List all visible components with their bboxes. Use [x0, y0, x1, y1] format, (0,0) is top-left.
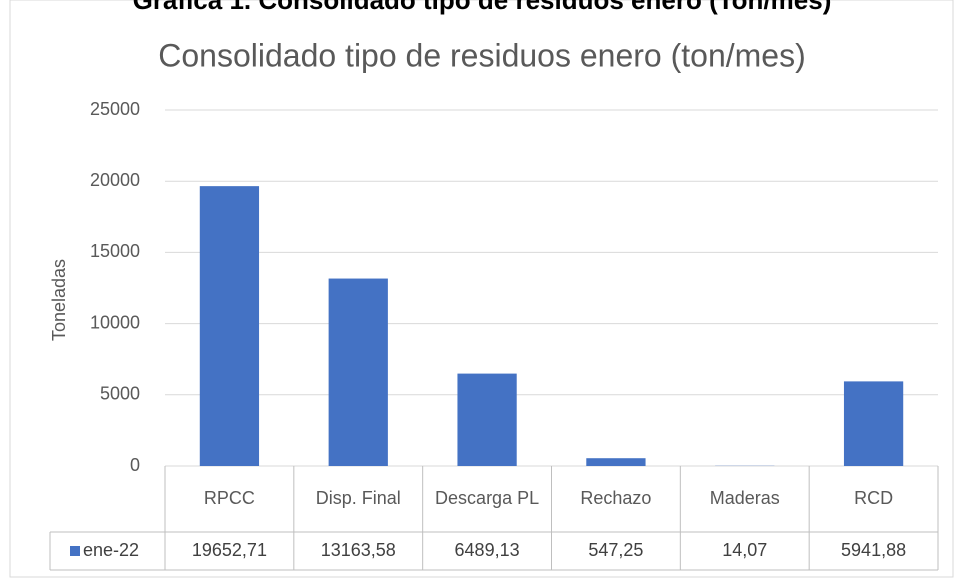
table-value: 19652,71: [192, 540, 267, 560]
bar: [843, 381, 904, 466]
table-value: 547,25: [588, 540, 643, 560]
legend-label: ene-22: [83, 540, 139, 560]
y-tick-label: 20000: [90, 170, 140, 190]
x-tick-label: Maderas: [710, 488, 780, 508]
y-tick-label: 10000: [90, 312, 140, 332]
caption: Gráfica 1. Consolidado tipo de residuos …: [133, 0, 832, 15]
bar: [457, 373, 517, 466]
table-value: 13163,58: [321, 540, 396, 560]
y-tick-label: 15000: [90, 241, 140, 261]
legend-swatch: [70, 546, 80, 556]
y-tick-label: 0: [130, 455, 140, 475]
y-tick-label: 25000: [90, 99, 140, 119]
y-tick-label: 5000: [100, 384, 140, 404]
table-value: 5941,88: [841, 540, 906, 560]
bar: [328, 278, 388, 466]
table-value: 14,07: [722, 540, 767, 560]
table-value: 6489,13: [455, 540, 520, 560]
chart-title: Consolidado tipo de residuos enero (ton/…: [158, 37, 805, 73]
x-tick-label: Disp. Final: [316, 488, 401, 508]
bar: [586, 458, 646, 466]
x-tick-label: RCD: [854, 488, 893, 508]
x-tick-label: Rechazo: [580, 488, 651, 508]
chart-frame: [9, 0, 954, 578]
bar: [199, 186, 260, 466]
y-axis-label: Toneladas: [49, 259, 69, 341]
x-tick-label: Descarga PL: [435, 488, 539, 508]
x-tick-label: RPCC: [204, 488, 255, 508]
